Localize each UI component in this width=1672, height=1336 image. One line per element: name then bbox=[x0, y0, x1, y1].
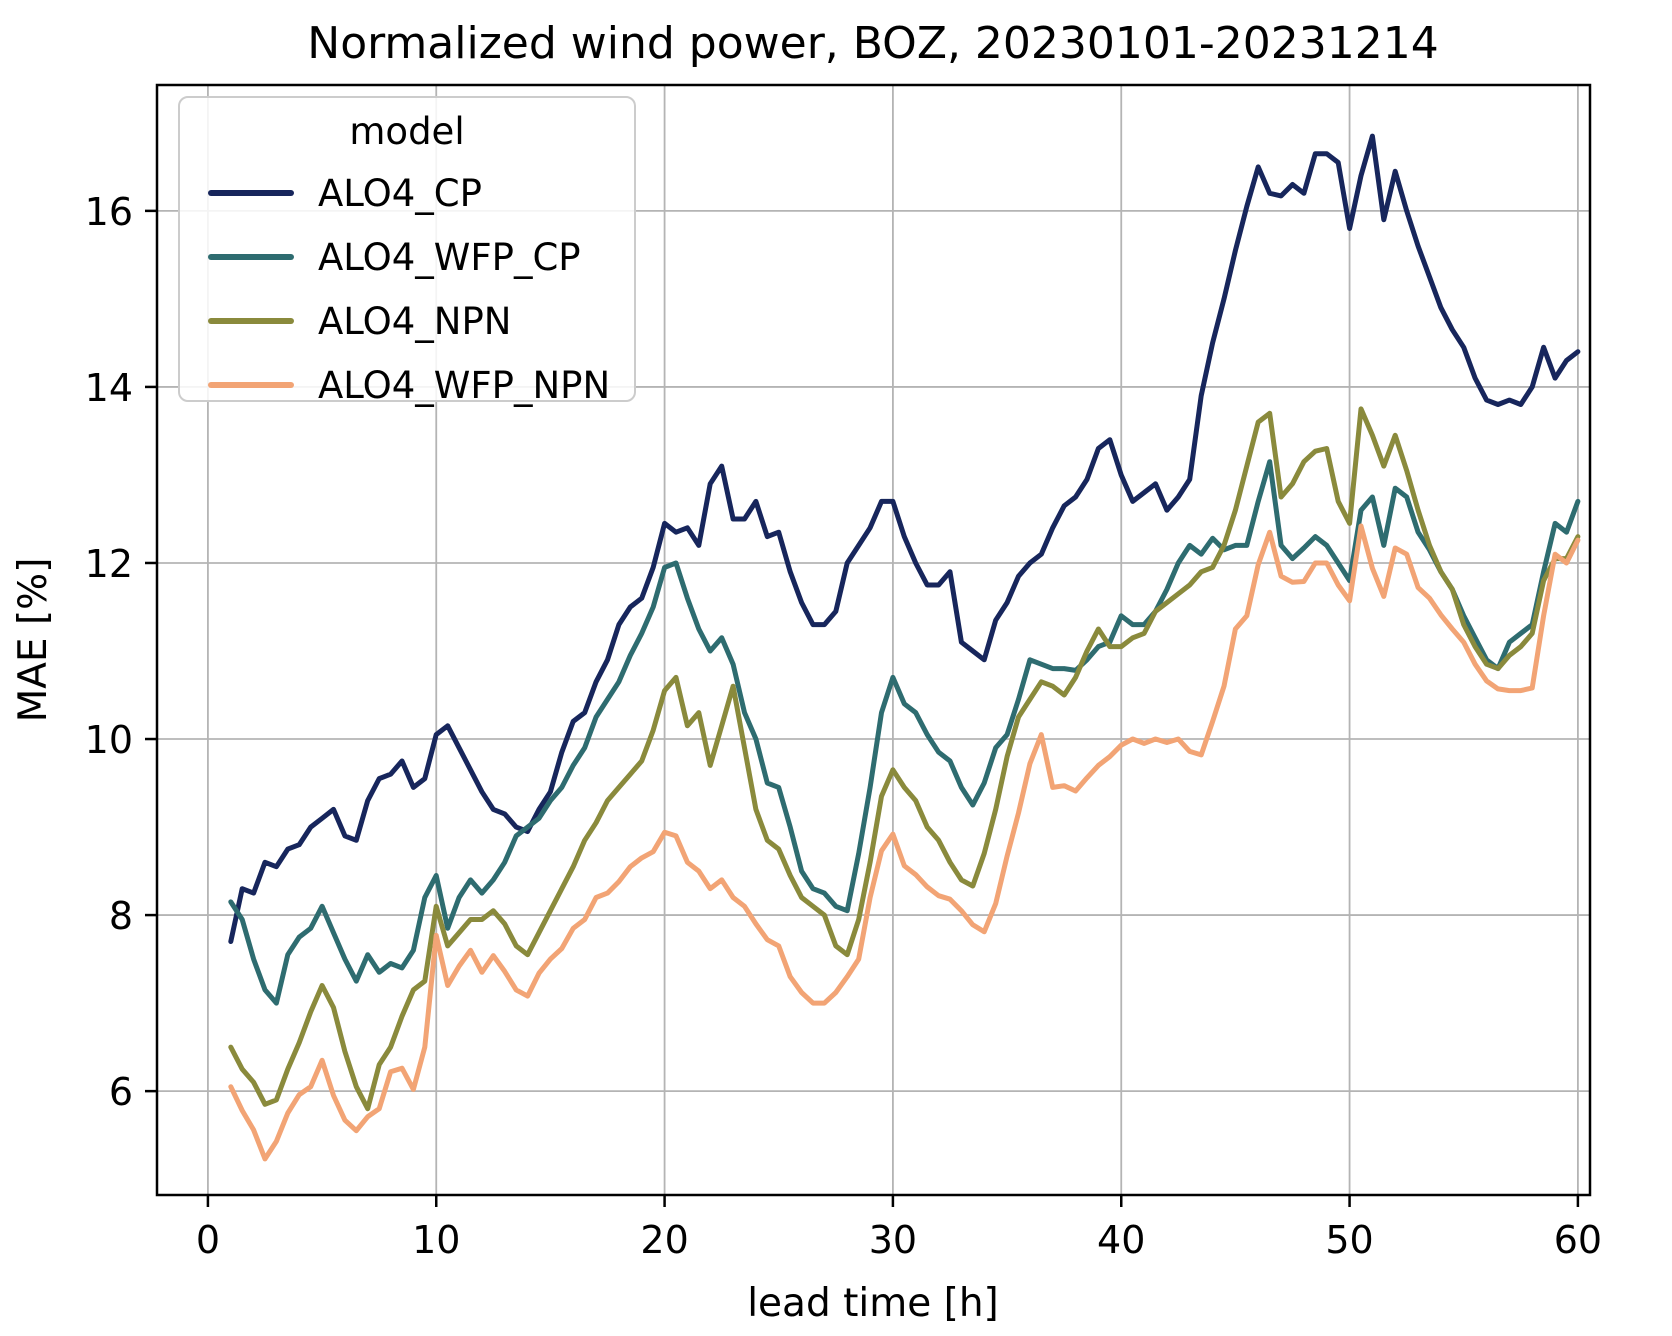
plot-border bbox=[155, 83, 1592, 1197]
series-line-ALO4_WFP_CP bbox=[228, 459, 1581, 1006]
legend-swatch-line-icon bbox=[208, 190, 294, 196]
y-tick-label: 14 bbox=[85, 366, 133, 410]
series-line-ALO4_WFP_NPN bbox=[228, 523, 1581, 1162]
legend-swatch-line-icon bbox=[208, 382, 294, 388]
x-tick-label: 20 bbox=[640, 1218, 688, 1262]
legend-label: ALO4_NPN bbox=[318, 299, 512, 343]
legend-item: ALO4_WFP_CP bbox=[208, 225, 634, 289]
tick-labels: 0 10 20 30 40 50 60 6 8 10 12 14 16 bbox=[85, 190, 1602, 1262]
legend-label: ALO4_WFP_NPN bbox=[318, 363, 611, 407]
x-tick-label: 10 bbox=[412, 1218, 460, 1262]
y-tick-label: 12 bbox=[85, 542, 133, 586]
legend-title: model bbox=[349, 110, 465, 153]
x-tick-label: 30 bbox=[869, 1218, 917, 1262]
x-tick-label: 60 bbox=[1554, 1218, 1602, 1262]
axis-ticks bbox=[145, 209, 1580, 1207]
series-line-ALO4_CP bbox=[228, 133, 1581, 944]
x-tick-label: 40 bbox=[1097, 1218, 1145, 1262]
x-tick-label: 50 bbox=[1325, 1218, 1373, 1262]
legend-item: ALO4_WFP_NPN bbox=[208, 353, 634, 417]
y-tick-label: 8 bbox=[109, 894, 133, 938]
legend-swatch-line-icon bbox=[208, 318, 294, 324]
x-tick-label: 0 bbox=[196, 1218, 220, 1262]
legend-label: ALO4_CP bbox=[318, 171, 482, 215]
legend-item: ALO4_CP bbox=[208, 161, 634, 225]
y-axis-label: MAE [%] bbox=[11, 558, 56, 723]
legend-label: ALO4_WFP_CP bbox=[318, 235, 581, 279]
legend-box: model ALO4_CP ALO4_WFP_CP ALO4_NPN ALO4_… bbox=[178, 96, 636, 407]
series-lines bbox=[228, 133, 1581, 1162]
series-line-ALO4_NPN bbox=[228, 406, 1581, 1112]
legend-swatch-line-icon bbox=[208, 254, 294, 260]
y-tick-label: 6 bbox=[109, 1070, 133, 1114]
x-axis-label: lead time [h] bbox=[747, 1281, 999, 1326]
legend-item: ALO4_NPN bbox=[208, 289, 634, 353]
chart-title: Normalized wind power, BOZ, 20230101-202… bbox=[307, 18, 1438, 69]
y-tick-label: 16 bbox=[85, 190, 133, 234]
y-tick-label: 10 bbox=[85, 718, 133, 762]
